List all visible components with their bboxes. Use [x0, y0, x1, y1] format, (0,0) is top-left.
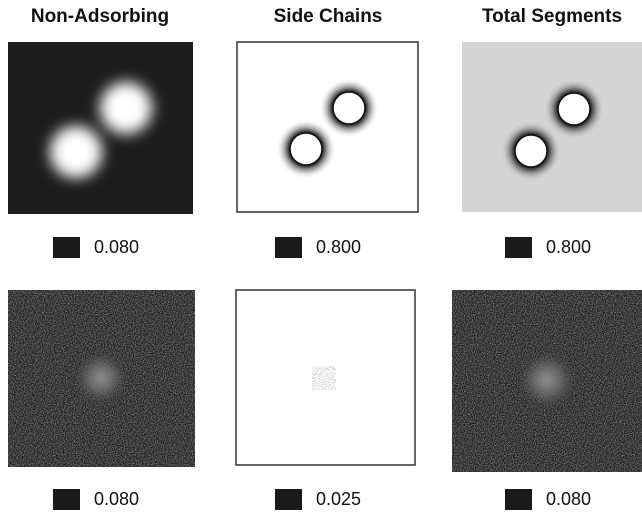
scale-label: 0.080 — [94, 489, 139, 509]
panel-image — [462, 42, 642, 212]
panel-image — [236, 290, 415, 465]
column-title: Total Segments — [482, 6, 622, 27]
scale-swatch — [505, 489, 532, 510]
scale-swatch — [275, 237, 302, 258]
scale-label: 0.080 — [94, 237, 139, 257]
panel-image — [237, 42, 418, 212]
column-title: Non-Adsorbing — [31, 6, 169, 27]
panel-image — [8, 290, 195, 467]
panel-image — [452, 290, 642, 472]
scale-label: 0.025 — [316, 489, 361, 509]
figure: Non-Adsorbing Side Chains Total Segments… — [0, 0, 642, 513]
scale-swatch — [505, 237, 532, 258]
scale-swatch — [275, 489, 302, 510]
panel-image — [8, 42, 193, 214]
scale-label: 0.800 — [546, 237, 591, 257]
scale-swatch — [53, 237, 80, 258]
scale-swatch — [53, 489, 80, 510]
scale-label: 0.080 — [546, 489, 591, 509]
scale-label: 0.800 — [316, 237, 361, 257]
column-title: Side Chains — [274, 6, 383, 27]
